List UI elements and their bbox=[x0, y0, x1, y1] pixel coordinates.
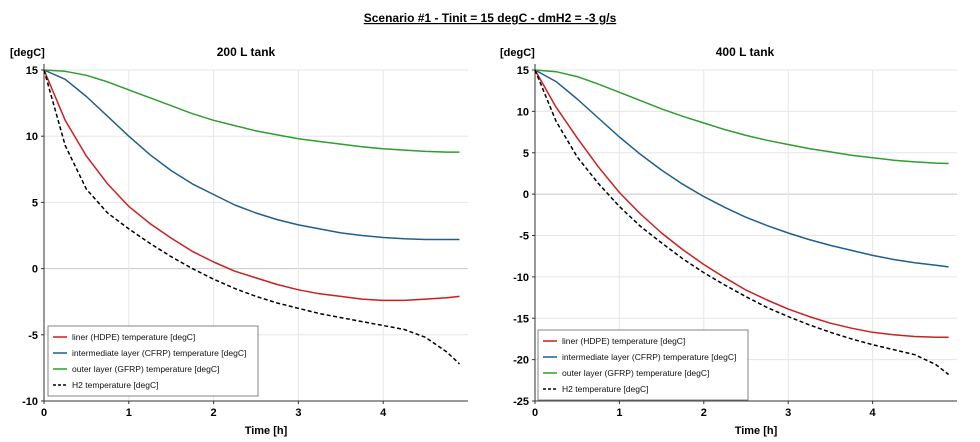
series-line-outer bbox=[534, 69, 949, 165]
legend-label: intermediate layer (CFRP) temperature [d… bbox=[562, 352, 736, 362]
chart-title: 400 L tank bbox=[716, 45, 775, 59]
y-tick-label: -5 bbox=[28, 330, 38, 342]
legend-label: outer layer (GFRP) temperature [degC] bbox=[562, 368, 709, 378]
y-tick-label: -20 bbox=[513, 355, 529, 367]
x-tick-label: 1 bbox=[616, 407, 622, 419]
chart-title: 200 L tank bbox=[217, 45, 276, 59]
legend-box bbox=[47, 325, 259, 397]
x-tick-label: 3 bbox=[785, 407, 791, 419]
series-line-liner bbox=[43, 69, 460, 302]
y-tick-label: 5 bbox=[32, 197, 38, 209]
y-tick-label: 5 bbox=[523, 148, 529, 160]
y-tick-label: -10 bbox=[513, 272, 529, 284]
legend-label: outer layer (GFRP) temperature [degC] bbox=[72, 364, 219, 374]
chart-panel-200l: 200 L tank [degC] Time [h] -10 -5 0 5 10 15 0 1 2 3 4… bbox=[10, 45, 468, 437]
y-axis-unit-label: [degC] bbox=[500, 47, 535, 59]
y-tick-label: 0 bbox=[32, 264, 38, 276]
main-title: Scenario #1 - Tinit = 15 degC - dmH2 = -… bbox=[364, 11, 617, 25]
y-tick-label: -10 bbox=[22, 396, 38, 408]
series-line-h2 bbox=[534, 69, 950, 376]
legend-label: liner (HDPE) temperature [degC] bbox=[562, 336, 685, 346]
x-axis-label: Time [h] bbox=[735, 425, 778, 437]
y-tick-label: 15 bbox=[26, 65, 38, 77]
y-tick-label: -25 bbox=[513, 396, 529, 408]
series-line-intermediate bbox=[43, 69, 460, 241]
y-tick-label: -15 bbox=[513, 313, 529, 325]
x-tick-label: 1 bbox=[126, 407, 132, 419]
y-tick-label: 10 bbox=[517, 106, 529, 118]
legend: liner (HDPE) temperature [degC] intermedi… bbox=[537, 329, 749, 401]
y-tick-label: 10 bbox=[26, 131, 38, 143]
chart-panel-400l: 400 L tank [degC] Time [h] -25 -20 -15 -10 -5 0 5… bbox=[500, 45, 957, 437]
x-tick-label: 4 bbox=[380, 407, 387, 419]
y-axis-unit-label: [degC] bbox=[10, 47, 45, 59]
series-line-intermediate bbox=[534, 69, 949, 268]
x-tick-label: 2 bbox=[211, 407, 217, 419]
x-tick-label: 0 bbox=[532, 407, 538, 419]
series-line-outer bbox=[43, 69, 460, 153]
legend-box bbox=[537, 329, 749, 401]
legend-label: liner (HDPE) temperature [degC] bbox=[72, 332, 195, 342]
x-axis-label: Time [h] bbox=[245, 425, 288, 437]
x-tick-label: 3 bbox=[295, 407, 301, 419]
series-line-h2 bbox=[43, 69, 461, 365]
legend: liner (HDPE) temperature [degC] intermedi… bbox=[47, 325, 259, 397]
x-tick-label: 0 bbox=[41, 407, 47, 419]
legend-label: intermediate layer (CFRP) temperature [d… bbox=[72, 348, 246, 358]
y-tick-label: 0 bbox=[523, 189, 529, 201]
legend-label: H2 temperature [degC] bbox=[72, 380, 158, 390]
x-tick-label: 4 bbox=[870, 407, 877, 419]
y-tick-label: -5 bbox=[519, 231, 529, 243]
y-tick-label: 15 bbox=[517, 65, 529, 77]
x-tick-label: 2 bbox=[701, 407, 707, 419]
series-line-liner bbox=[534, 69, 949, 339]
legend-label: H2 temperature [degC] bbox=[562, 384, 648, 394]
